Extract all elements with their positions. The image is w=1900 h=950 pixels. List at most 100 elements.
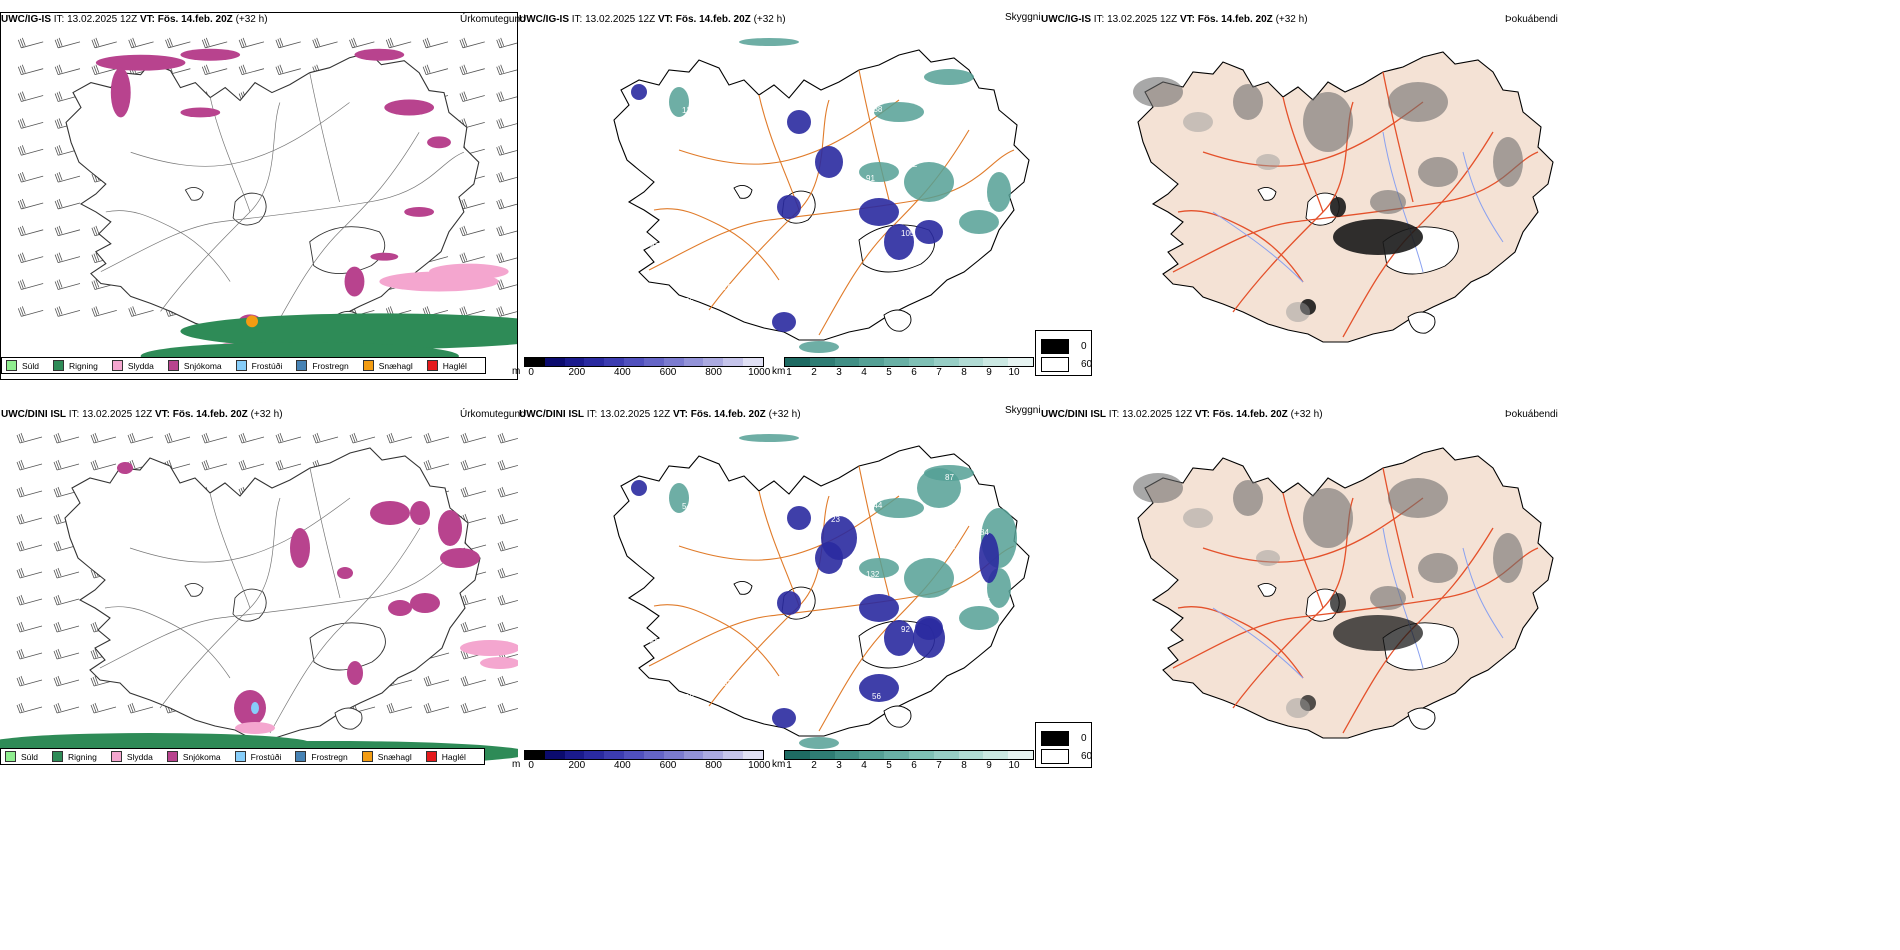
- river-line: [1212, 211, 1304, 283]
- colorbar-cell: [834, 358, 860, 366]
- variable-name: Skyggni: [1005, 405, 1041, 416]
- field-blob: [388, 600, 412, 616]
- field-blob: [354, 48, 405, 61]
- legend-label: Slydda: [127, 360, 154, 371]
- colorbar-cell: [703, 751, 724, 759]
- visibility-value-label: 62: [834, 310, 843, 319]
- legend-item: Frostúði: [235, 360, 282, 371]
- visibility-value-label: 13: [942, 146, 951, 155]
- visibility-value-label: 80: [688, 624, 697, 633]
- visibility-field: [631, 38, 1011, 353]
- iceland-outline: [613, 49, 1030, 341]
- colorbar-cell: [544, 751, 565, 759]
- field-blob: [987, 172, 1011, 212]
- river-line: [1212, 607, 1304, 679]
- field-blob: [859, 162, 899, 182]
- field-blob: [1286, 302, 1310, 322]
- visibility-colorbar: 1 2 3 4 5 6 7 8 9 10 km: [772, 357, 1034, 379]
- colorbar-cell: [1008, 751, 1033, 759]
- visibility-value-label: 87: [945, 473, 954, 482]
- field-blob: [110, 67, 131, 118]
- visibility-value-label: 91: [866, 174, 875, 183]
- visibility-value-label: 194: [758, 474, 772, 483]
- legend-label: Slydda: [126, 751, 153, 762]
- visibility-value-label: 98: [685, 693, 694, 702]
- visibility-value-label: 136: [974, 270, 988, 279]
- colorbar-tick: 2: [811, 760, 817, 771]
- road-line: [653, 604, 780, 677]
- legend-swatch: [361, 751, 373, 762]
- fog-index-field: [1133, 473, 1523, 718]
- field-blob: [915, 220, 943, 244]
- road-line: [309, 72, 340, 203]
- panel-title: UWC/DINI ISL IT: 13.02.2025 12Z VT: Fös.…: [1, 409, 283, 420]
- field-blob: [347, 661, 363, 685]
- road-line: [858, 69, 890, 201]
- field-blob: [821, 516, 857, 560]
- panel-title: UWC/DINI ISL IT: 13.02.2025 12Z VT: Fös.…: [1041, 409, 1323, 420]
- field-blob: [859, 198, 899, 226]
- variable-name: Skyggni: [1005, 12, 1041, 23]
- fog-legend-label: 60: [1081, 751, 1093, 762]
- iceland-map: 2812214110513615154158911019363849045241…: [609, 38, 1030, 353]
- colorbar-tick: 200: [568, 760, 586, 771]
- panel-title: UWC/IG-IS IT: 13.02.2025 12Z VT: Fös. 14…: [1041, 14, 1308, 25]
- visibility-value-label: 101: [974, 666, 988, 675]
- colorbar-tick: 1: [786, 367, 792, 378]
- field-blob: [1370, 586, 1406, 610]
- field-blob: [95, 54, 186, 71]
- field-blob: [1418, 553, 1458, 583]
- legend-item: Haglél: [425, 751, 466, 762]
- fog-legend-label: 0: [1081, 341, 1087, 352]
- visibility-value-label: 390: [939, 611, 953, 620]
- colorbar-tick: 9: [986, 367, 992, 378]
- visibility-panel-bottom: 20 54 53 86 92 101 108 92 30 132 390 459 98 194 23 76 10…: [519, 408, 1037, 760]
- field-blob: [480, 657, 518, 669]
- field-blob: [1333, 219, 1423, 255]
- visibility-value-label: 122: [682, 106, 696, 115]
- visibility-value-label: 76: [904, 556, 913, 565]
- field-blob: [1330, 593, 1346, 613]
- colorbar-tick: 6: [911, 760, 917, 771]
- visibility-value-label: 138: [869, 105, 883, 114]
- unit-label: m: [512, 759, 521, 770]
- colorbar-tick: 400: [614, 760, 631, 771]
- panel-title: UWC/IG-IS IT: 13.02.2025 12Z VT: Fös. 14…: [519, 14, 786, 25]
- field-blob: [1256, 550, 1280, 566]
- fog-legend-label: 0: [1081, 733, 1087, 744]
- unit-label: m: [512, 366, 521, 377]
- field-blob: [370, 252, 399, 261]
- road-line: [100, 151, 465, 272]
- visibility-value-label: 1: [828, 188, 833, 197]
- colorbar-cell: [624, 751, 644, 759]
- legend-item: Rigning: [52, 751, 97, 762]
- road-line: [209, 492, 251, 609]
- colorbar-tick: 600: [659, 760, 677, 771]
- legend-item: Snæhagl: [361, 751, 412, 762]
- visibility-value-label: 6: [761, 269, 766, 278]
- road-line: [1202, 101, 1424, 167]
- legend-item: Frostregn: [296, 360, 349, 371]
- visibility-value-label: 459: [612, 652, 626, 661]
- road-line: [1282, 492, 1324, 609]
- visibility-value-label: 145: [799, 651, 813, 660]
- field-blob: [959, 210, 999, 234]
- field-blob: [1493, 137, 1523, 187]
- colorbar-tick: 4: [861, 760, 867, 771]
- field-blob: [787, 506, 811, 530]
- legend-swatch: [5, 751, 16, 762]
- fog-legend-row: 0: [1041, 731, 1087, 746]
- visibility-value-label: 14: [755, 147, 764, 156]
- legend-swatch: [296, 360, 308, 371]
- road-line: [678, 495, 900, 561]
- field-blob: [815, 146, 843, 178]
- field-blob: [1183, 112, 1213, 132]
- legend-swatch: [166, 751, 178, 762]
- colorbar-cell: [785, 751, 810, 759]
- visibility-value-label: 101: [939, 215, 953, 224]
- field-blob: [370, 501, 410, 525]
- field-blob: [772, 312, 796, 332]
- colorbar-cell: [859, 751, 885, 759]
- fog-legend: 0 60: [1035, 722, 1092, 768]
- colorbar-cell: [564, 751, 585, 759]
